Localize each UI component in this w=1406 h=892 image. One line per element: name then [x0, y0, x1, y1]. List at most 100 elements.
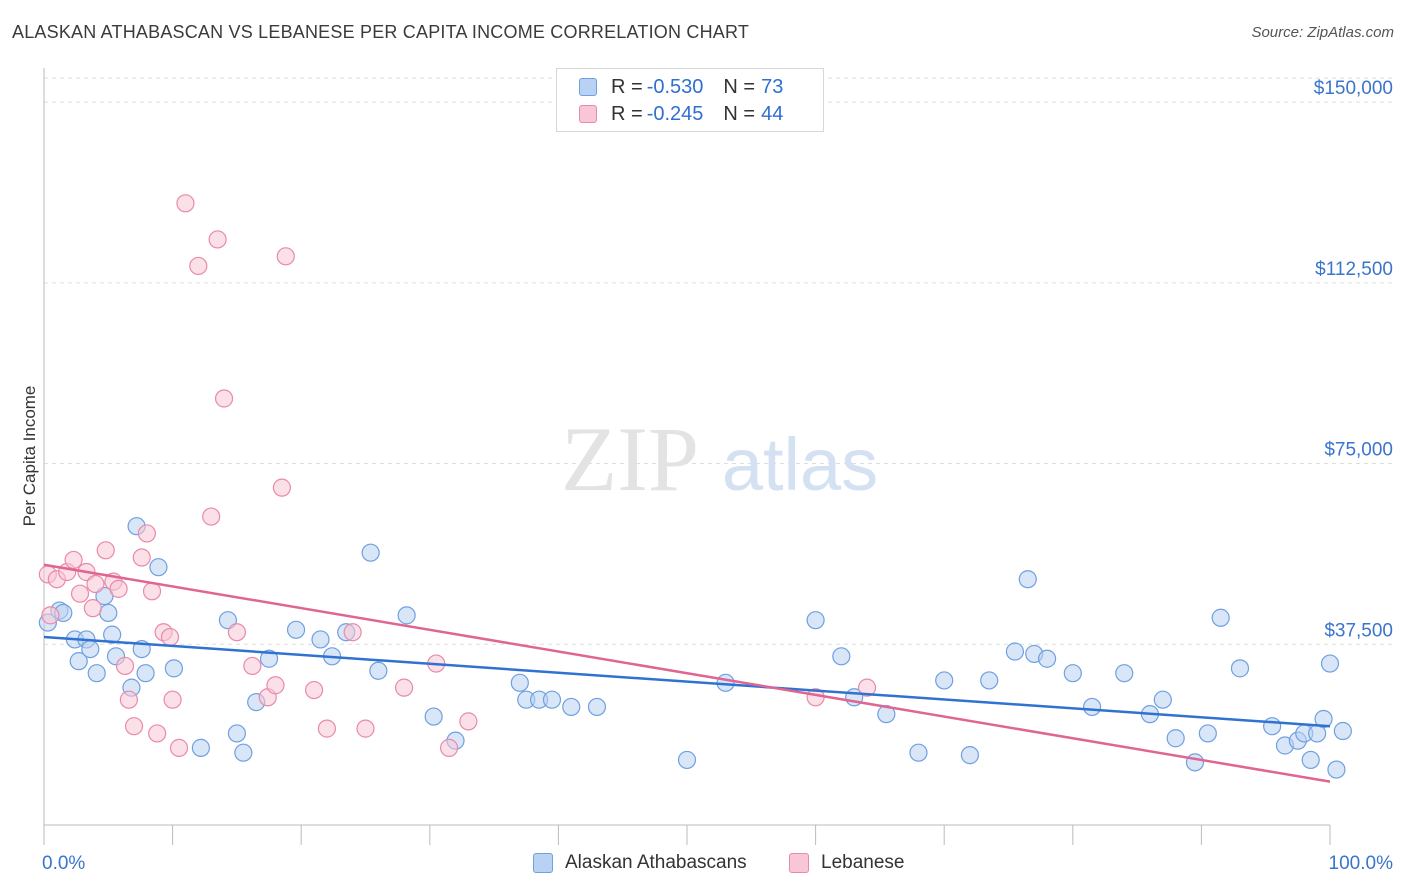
lebanese-point	[83, 599, 102, 618]
athabascan-point	[227, 724, 246, 743]
athabascan-point	[562, 697, 581, 717]
lebanese-point	[137, 524, 156, 543]
lebanese-point	[208, 230, 227, 249]
n-label: N =	[723, 102, 756, 125]
athabascan-point	[1333, 721, 1352, 741]
blue-swatch-icon	[533, 853, 553, 873]
athabascan-point	[1063, 664, 1082, 683]
athabascan-point	[542, 690, 562, 709]
athabascan-point	[960, 746, 980, 765]
athabascan-point	[164, 659, 183, 678]
athabascan-point	[259, 649, 279, 668]
lebanese-point	[169, 738, 189, 757]
lebanese-point	[394, 678, 414, 697]
gridlines	[44, 77, 1395, 645]
y-axis-label: Per Capita Income	[20, 385, 39, 527]
y-tick-label: $150,000	[1314, 78, 1393, 99]
athabascan-point	[1166, 729, 1185, 748]
athabascan-point	[1211, 608, 1230, 627]
athabascan-point	[218, 611, 237, 630]
athabascan-point	[1327, 760, 1346, 779]
n-label: N =	[723, 75, 756, 98]
lebanese-point	[276, 247, 295, 266]
lebanese-point	[304, 680, 324, 700]
lebanese-point	[41, 606, 60, 625]
athabascan-point	[1198, 724, 1217, 743]
lebanese-point	[86, 574, 105, 594]
r-value: -0.245	[646, 102, 704, 125]
athabascan-point	[935, 671, 954, 690]
lebanese-point	[214, 389, 234, 408]
lebanese-point	[189, 256, 208, 276]
athabascan-point	[1005, 642, 1025, 661]
athabascan-point	[424, 707, 443, 726]
n-value: 73	[761, 75, 784, 98]
trend-lines	[43, 563, 1331, 783]
athabascan-point	[510, 673, 529, 692]
athabascan-point	[234, 743, 253, 762]
athabascan-point	[136, 664, 155, 683]
lebanese-point	[132, 548, 151, 567]
watermark-zip: ZIP	[561, 408, 699, 510]
legend-label-athabascans: Alaskan Athabascans	[565, 852, 747, 873]
athabascan-point	[69, 652, 88, 671]
athabascan-point	[1018, 570, 1037, 589]
watermark: ZIP atlas	[561, 408, 878, 510]
lebanese-point	[266, 676, 285, 695]
lebanese-point	[148, 724, 167, 743]
lebanese-point	[119, 690, 138, 709]
athabascan-point	[286, 620, 306, 639]
lebanese-point	[124, 717, 144, 736]
lebanese-point	[356, 719, 375, 738]
pink-swatch-icon	[789, 853, 809, 873]
athabascan-point	[677, 750, 697, 770]
lebanese-point	[243, 656, 262, 676]
athabascan-point	[1320, 654, 1340, 673]
axes	[43, 68, 1331, 845]
athabascan-point	[1263, 717, 1282, 736]
lebanese-point	[176, 194, 195, 213]
tick-labels: $37,500 $75,000 $112,500 $150,000 0.0% 100.0%	[42, 78, 1393, 874]
blue-swatch-icon	[579, 78, 597, 96]
athabascan-point	[397, 606, 416, 625]
athabascan-point	[909, 743, 928, 762]
athabascan-point	[81, 639, 100, 659]
athabascan-point	[95, 586, 114, 606]
y-tick-label: $75,000	[1324, 440, 1393, 461]
athabascan-point	[806, 611, 825, 630]
pink-swatch-icon	[579, 105, 597, 123]
athabascan-point	[361, 543, 380, 562]
y-tick-label: $112,500	[1315, 259, 1393, 280]
athabascan-point	[191, 738, 210, 757]
athabascan-point	[1301, 750, 1320, 770]
athabascan-point	[311, 630, 330, 649]
lebanese-point	[109, 579, 128, 598]
lebanese-point	[343, 623, 362, 642]
legend-item-lebanese: Lebanese	[789, 852, 904, 874]
chart-title: ALASKAN ATHABASCAN VS LEBANESE PER CAPIT…	[12, 22, 750, 42]
x-tick-label-max: 100.0%	[1329, 853, 1394, 874]
lebanese-point	[163, 690, 182, 709]
lebanese-point	[857, 678, 877, 697]
athabascan-point	[1230, 659, 1250, 678]
athabascan-point	[1314, 709, 1333, 729]
watermark-atlas: atlas	[722, 423, 878, 506]
legend-row-lebanese: R = -0.245 N = 44	[579, 101, 783, 127]
athabascan-point	[149, 558, 168, 577]
lebanese-point	[64, 550, 83, 570]
x-tick-label-min: 0.0%	[42, 853, 85, 874]
stats-legend: R = -0.530 N = 73 R = -0.245 N = 44	[556, 68, 824, 132]
athabascan-point	[1037, 649, 1057, 668]
lebanese-point	[142, 582, 162, 601]
athabascan-trend-line	[43, 635, 1331, 728]
athabascan-point	[1115, 664, 1134, 683]
lebanese-point	[459, 712, 478, 731]
r-value: -0.530	[646, 75, 704, 98]
r-label: R =	[611, 102, 643, 125]
lebanese-point	[70, 584, 90, 603]
athabascan-point	[587, 697, 607, 717]
athabascan-point	[1153, 690, 1172, 709]
legend-item-athabascans: Alaskan Athabascans	[533, 852, 747, 874]
lebanese-point	[317, 719, 337, 738]
